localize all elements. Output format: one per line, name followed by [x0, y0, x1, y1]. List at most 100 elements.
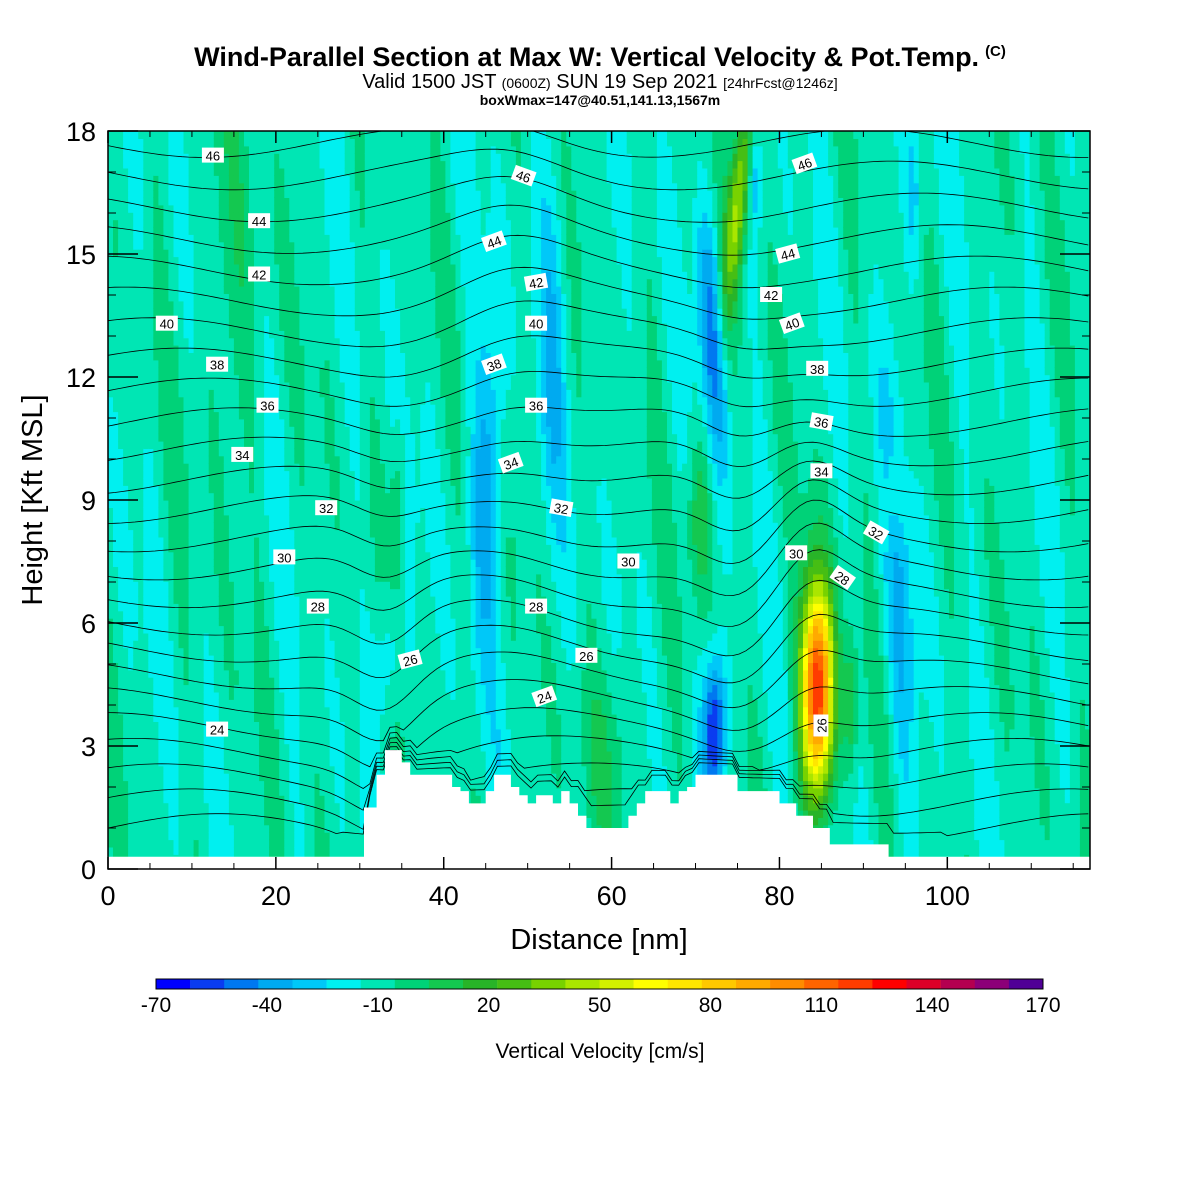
- velocity-cell: [123, 825, 129, 833]
- velocity-cell: [133, 633, 139, 641]
- velocity-cell: [128, 227, 134, 235]
- velocity-cell: [118, 611, 124, 619]
- velocity-cell: [184, 817, 190, 825]
- velocity-cell: [184, 419, 190, 427]
- velocity-cell: [163, 729, 169, 737]
- velocity-cell: [108, 382, 114, 390]
- velocity-cell: [113, 603, 119, 611]
- velocity-cell: [113, 847, 119, 855]
- velocity-cell: [138, 847, 144, 855]
- velocity-cell: [143, 581, 149, 589]
- velocity-cell: [138, 714, 144, 722]
- velocity-cell: [133, 574, 139, 582]
- velocity-cell: [179, 500, 185, 508]
- velocity-cell: [184, 382, 190, 390]
- velocity-cell: [118, 721, 124, 729]
- velocity-cell: [194, 633, 200, 641]
- velocity-cell: [163, 773, 169, 781]
- velocity-cell: [174, 744, 180, 752]
- velocity-cell: [153, 552, 159, 560]
- velocity-cell: [184, 471, 190, 479]
- velocity-cell: [128, 360, 134, 368]
- velocity-cell: [148, 242, 154, 250]
- velocity-cell: [163, 744, 169, 752]
- velocity-cell: [158, 537, 164, 545]
- velocity-cell: [168, 360, 174, 368]
- velocity-cell: [194, 249, 200, 257]
- velocity-cell: [133, 780, 139, 788]
- velocity-cell: [179, 404, 185, 412]
- velocity-cell: [194, 530, 200, 538]
- velocity-cell: [153, 589, 159, 597]
- velocity-cell: [184, 493, 190, 501]
- velocity-cell: [118, 810, 124, 818]
- velocity-cell: [113, 596, 119, 604]
- velocity-cell: [143, 640, 149, 648]
- velocity-cell: [168, 485, 174, 493]
- velocity-cell: [138, 257, 144, 265]
- velocity-cell: [174, 330, 180, 338]
- velocity-cell: [174, 183, 180, 191]
- velocity-cell: [148, 707, 154, 715]
- velocity-cell: [148, 574, 154, 582]
- velocity-cell: [163, 707, 169, 715]
- velocity-cell: [184, 611, 190, 619]
- velocity-cell: [179, 352, 185, 360]
- velocity-cell: [148, 795, 154, 803]
- velocity-cell: [158, 471, 164, 479]
- velocity-cell: [179, 345, 185, 353]
- velocity-cell: [158, 611, 164, 619]
- velocity-cell: [204, 559, 210, 567]
- velocity-cell: [143, 662, 149, 670]
- velocity-cell: [148, 316, 154, 324]
- velocity-cell: [189, 197, 195, 205]
- velocity-cell: [189, 515, 195, 523]
- velocity-cell: [199, 190, 205, 198]
- velocity-cell: [133, 500, 139, 508]
- velocity-cell: [174, 360, 180, 368]
- velocity-cell: [113, 471, 119, 479]
- velocity-cell: [168, 212, 174, 220]
- velocity-cell: [189, 146, 195, 154]
- velocity-cell: [199, 168, 205, 176]
- velocity-cell: [179, 758, 185, 766]
- velocity-cell: [148, 330, 154, 338]
- velocity-cell: [153, 478, 159, 486]
- velocity-cell: [179, 471, 185, 479]
- velocity-cell: [163, 766, 169, 774]
- velocity-cell: [199, 138, 205, 146]
- velocity-cell: [168, 633, 174, 641]
- velocity-cell: [153, 271, 159, 279]
- velocity-cell: [143, 515, 149, 523]
- velocity-cell: [189, 707, 195, 715]
- velocity-cell: [209, 751, 215, 759]
- velocity-cell: [153, 729, 159, 737]
- velocity-cell: [143, 426, 149, 434]
- velocity-cell: [148, 212, 154, 220]
- velocity-cell: [179, 810, 185, 818]
- velocity-cell: [209, 640, 215, 648]
- velocity-cell: [194, 840, 200, 848]
- velocity-cell: [179, 507, 185, 515]
- velocity-cell: [158, 780, 164, 788]
- velocity-cell: [123, 729, 129, 737]
- velocity-cell: [153, 574, 159, 582]
- velocity-cell: [123, 500, 129, 508]
- velocity-cell: [189, 544, 195, 552]
- velocity-cell: [118, 308, 124, 316]
- velocity-cell: [163, 803, 169, 811]
- velocity-cell: [204, 212, 210, 220]
- velocity-cell: [123, 197, 129, 205]
- velocity-cell: [133, 389, 139, 397]
- velocity-cell: [209, 662, 215, 670]
- velocity-cell: [118, 640, 124, 648]
- velocity-cell: [199, 626, 205, 634]
- velocity-cell: [189, 699, 195, 707]
- velocity-cell: [163, 308, 169, 316]
- velocity-cell: [148, 493, 154, 501]
- velocity-cell: [153, 581, 159, 589]
- velocity-cell: [168, 249, 174, 257]
- velocity-cell: [148, 589, 154, 597]
- velocity-cell: [148, 249, 154, 257]
- velocity-cell: [108, 131, 114, 139]
